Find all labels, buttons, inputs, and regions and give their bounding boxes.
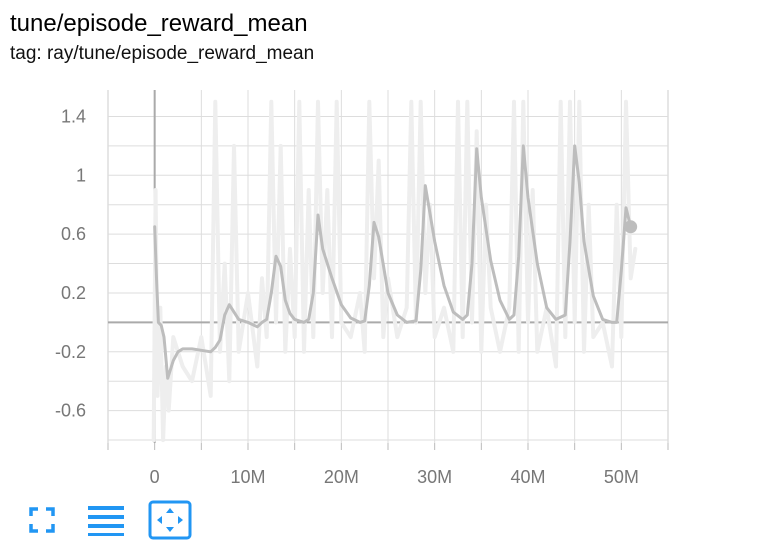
fit-domain-icon <box>148 500 192 540</box>
smoothed-series-layer <box>153 144 638 380</box>
x-tick-label: 50M <box>604 467 639 487</box>
y-tick-label: -0.2 <box>55 342 86 362</box>
chart-toolbar <box>0 498 784 546</box>
x-tick-label: 20M <box>324 467 359 487</box>
y-tick-label: -0.6 <box>55 401 86 421</box>
tick-labels-layer: 1.4 1 0.6 0.2 -0.2 -0.6 0 10M 20M 30M 40M 50M <box>55 106 639 487</box>
y-tick-label: 1.4 <box>61 106 86 126</box>
last-point-marker <box>624 220 638 234</box>
x-tick-label: 0 <box>150 467 160 487</box>
x-tick-label: 10M <box>230 467 265 487</box>
fullscreen-icon <box>29 507 55 533</box>
log-scale-button[interactable] <box>84 498 128 542</box>
reward-chart[interactable]: 1.4 1 0.6 0.2 -0.2 -0.6 0 10M 20M 30M 40M 50M <box>0 0 784 496</box>
x-tick-label: 40M <box>510 467 545 487</box>
raw-series-line <box>151 99 638 443</box>
lines-menu-icon <box>88 506 124 536</box>
chart-tag: tag: ray/tune/episode_reward_mean <box>10 43 315 64</box>
raw-series-layer <box>151 99 638 443</box>
y-tick-label: 0.6 <box>61 224 86 244</box>
chart-title: tune/episode_reward_mean <box>10 10 308 37</box>
smoothed-series-line <box>153 144 633 380</box>
fit-domain-button[interactable] <box>148 498 192 542</box>
y-tick-label: 1 <box>76 165 86 185</box>
x-tick-label: 30M <box>417 467 452 487</box>
fullscreen-button[interactable] <box>22 498 62 542</box>
y-tick-label: 0.2 <box>61 283 86 303</box>
